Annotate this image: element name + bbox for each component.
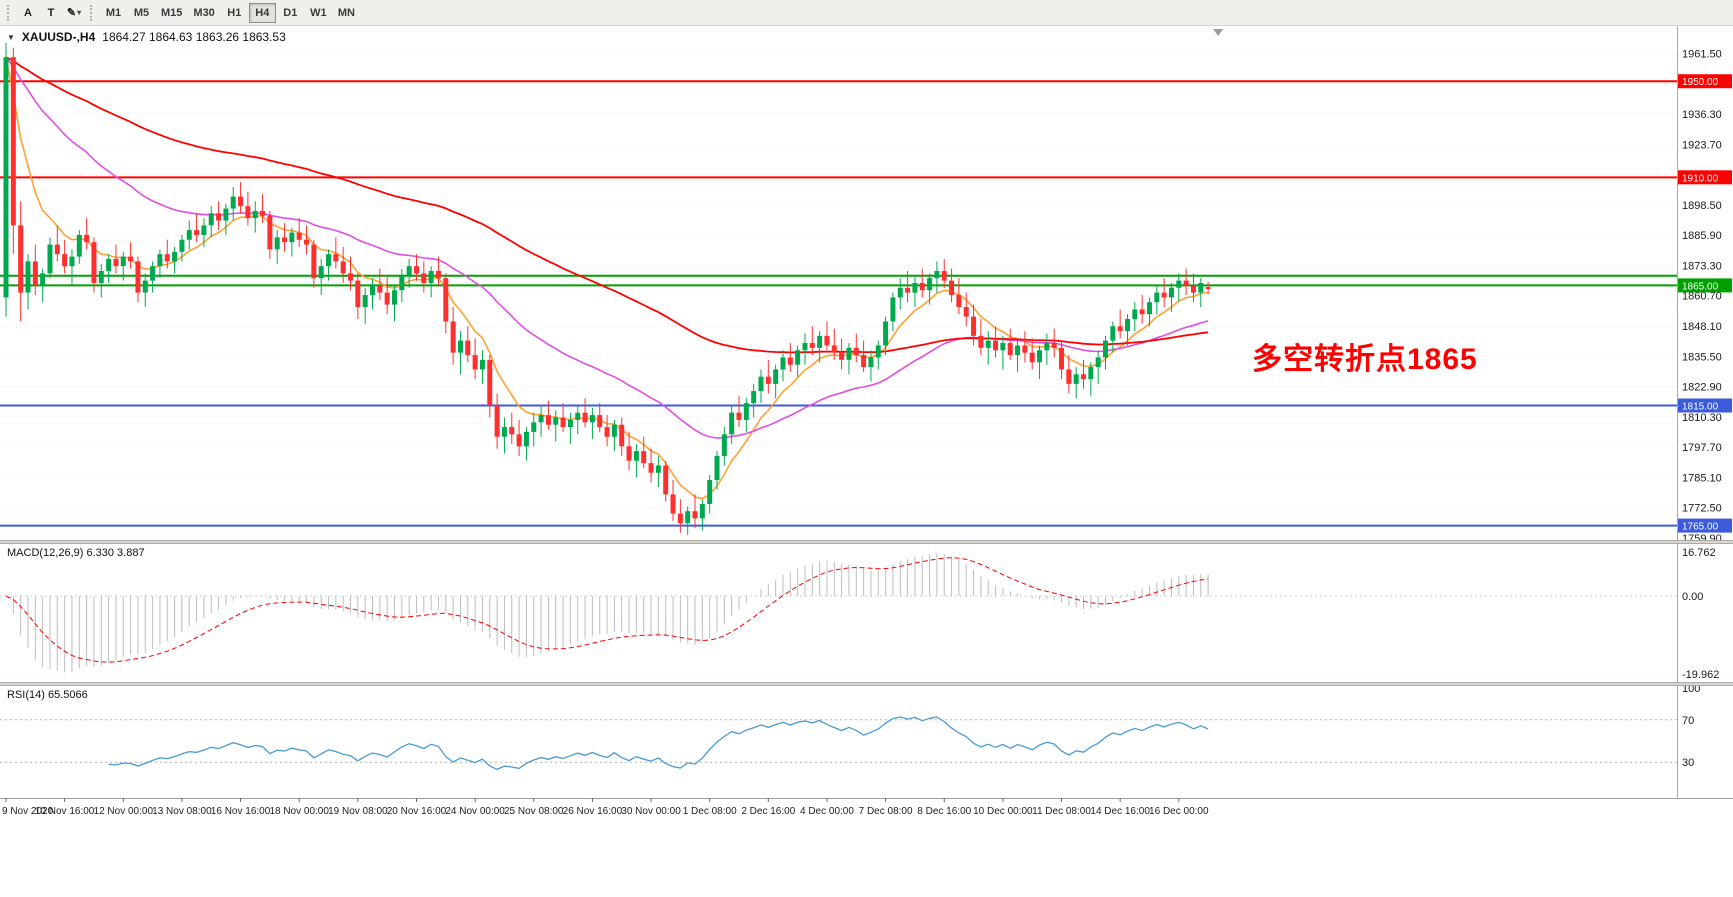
svg-text:1873.30: 1873.30 [1682,260,1722,272]
panel-splitter-2[interactable] [0,682,1733,686]
svg-text:12 Nov 00:00: 12 Nov 00:00 [94,806,154,817]
annotation-t-icon[interactable]: T [40,3,62,23]
rsi-line [108,716,1209,771]
rsi-indicator-chart[interactable]: 100 70 30 [0,686,1733,798]
timeframe-button-mn[interactable]: MN [333,3,360,23]
timeframe-button-m1[interactable]: M1 [100,3,127,23]
svg-text:1815.00: 1815.00 [1682,401,1719,412]
macd-histogram [12,553,1209,673]
svg-text:1765.00: 1765.00 [1682,522,1719,533]
draw-tool-icon[interactable]: ✎ ▾ [63,3,85,23]
svg-text:1950.00: 1950.00 [1682,77,1719,88]
timeframe-button-h4[interactable]: H4 [248,2,276,23]
svg-text:16 Dec 00:00: 16 Dec 00:00 [1149,806,1209,817]
toolbar-grip-2[interactable] [90,4,95,21]
svg-text:26 Nov 16:00: 26 Nov 16:00 [563,806,623,817]
time-axis[interactable]: 9 Nov 2020 10 Nov 16:00 12 Nov 00:00 13 Nov… [0,798,1733,820]
right-shift-marker-icon [1213,29,1224,36]
svg-text:1810.30: 1810.30 [1682,412,1722,424]
svg-text:1910.00: 1910.00 [1682,173,1719,184]
svg-text:13 Nov 08:00: 13 Nov 08:00 [152,806,212,817]
tool-icons-group: A T ✎ ▾ [17,3,85,23]
svg-text:7 Dec 08:00: 7 Dec 08:00 [859,806,913,817]
timeframe-button-m5[interactable]: M5 [128,3,155,23]
timeframe-buttons-group: M1 M5 M15 M30 H1 H4 D1 W1 MN [100,2,360,23]
svg-text:4 Dec 00:00: 4 Dec 00:00 [800,806,854,817]
ma-slow-line [5,56,1209,354]
svg-text:19 Nov 08:00: 19 Nov 08:00 [328,806,388,817]
svg-text:1865.00: 1865.00 [1682,281,1719,292]
annotation-a-icon[interactable]: A [17,3,39,23]
timeframe-button-w1[interactable]: W1 [305,3,332,23]
svg-text:70: 70 [1682,715,1694,727]
macd-panel: 16.762 0.00 -19.962 MACD(12,26,9) 6.330 3.… [0,544,1733,682]
svg-text:0.00: 0.00 [1682,591,1703,603]
svg-text:25 Nov 08:00: 25 Nov 08:00 [504,806,564,817]
timeframe-button-m15[interactable]: M15 [156,3,187,23]
svg-text:10 Dec 00:00: 10 Dec 00:00 [973,806,1033,817]
timeframe-button-d1[interactable]: D1 [277,3,304,23]
candles-layer [3,42,1211,536]
svg-text:1785.10: 1785.10 [1682,472,1722,484]
svg-text:1797.70: 1797.70 [1682,442,1722,454]
svg-text:16 Nov 16:00: 16 Nov 16:00 [211,806,271,817]
rsi-panel: 100 70 30 RSI(14) 65.5066 [0,686,1733,798]
svg-text:20 Nov 16:00: 20 Nov 16:00 [387,806,447,817]
svg-text:1885.90: 1885.90 [1682,230,1722,242]
macd-indicator-chart[interactable]: 16.762 0.00 -19.962 [0,544,1733,682]
svg-text:14 Dec 16:00: 14 Dec 16:00 [1090,806,1150,817]
svg-text:10 Nov 16:00: 10 Nov 16:00 [35,806,95,817]
svg-text:1923.70: 1923.70 [1682,139,1722,151]
svg-text:1848.10: 1848.10 [1682,321,1722,333]
svg-text:16.762: 16.762 [1682,547,1716,559]
svg-text:1772.50: 1772.50 [1682,503,1722,515]
toolbar-grip[interactable] [7,4,12,21]
svg-text:1898.50: 1898.50 [1682,200,1722,212]
svg-text:8 Dec 16:00: 8 Dec 16:00 [917,806,971,817]
timeframe-button-h1[interactable]: H1 [221,3,248,23]
main-chart-panel: 1961.501948.901936.301923.701911.101898.… [0,26,1733,540]
svg-text:100: 100 [1682,686,1700,695]
svg-text:1961.50: 1961.50 [1682,49,1722,61]
ma-medium-line [5,56,1209,439]
svg-text:24 Nov 00:00: 24 Nov 00:00 [445,806,505,817]
toolbar: A T ✎ ▾ M1 M5 M15 M30 H1 H4 D1 W1 MN [0,0,1733,26]
svg-text:1822.90: 1822.90 [1682,382,1722,394]
svg-text:30: 30 [1682,757,1694,769]
svg-text:-19.962: -19.962 [1682,669,1719,681]
svg-text:1860.70: 1860.70 [1682,291,1722,303]
svg-text:1759.90: 1759.90 [1682,533,1722,540]
timeframe-button-m30[interactable]: M30 [188,3,219,23]
svg-text:1936.30: 1936.30 [1682,109,1722,121]
svg-text:1835.50: 1835.50 [1682,351,1722,363]
svg-text:11 Dec 08:00: 11 Dec 08:00 [1032,806,1091,817]
svg-text:2 Dec 16:00: 2 Dec 16:00 [741,806,795,817]
candlestick-chart[interactable]: 1961.501948.901936.301923.701911.101898.… [0,26,1733,540]
panel-splitter-1[interactable] [0,540,1733,544]
svg-text:18 Nov 00:00: 18 Nov 00:00 [269,806,329,817]
svg-text:30 Nov 00:00: 30 Nov 00:00 [621,806,681,817]
dropdown-caret-icon: ▾ [77,8,82,17]
svg-text:1 Dec 08:00: 1 Dec 08:00 [683,806,737,817]
svg-text:9 Nov 2020: 9 Nov 2020 [2,806,54,817]
macd-signal-line [5,557,1209,663]
